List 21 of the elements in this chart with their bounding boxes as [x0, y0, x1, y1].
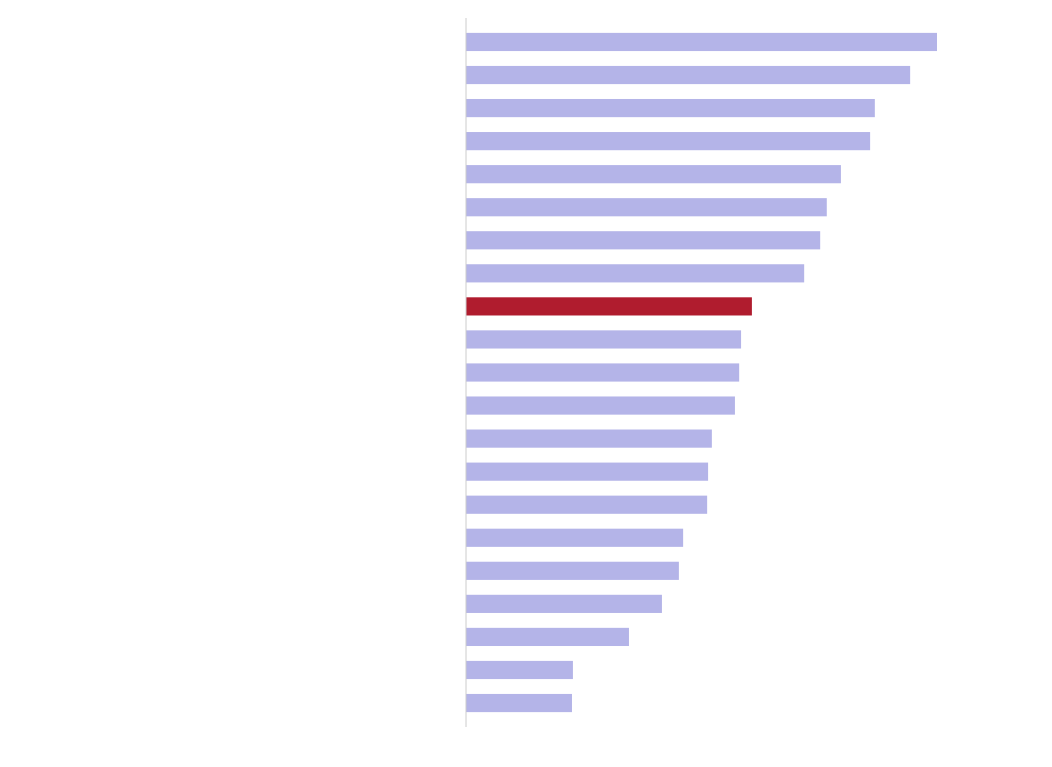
bar — [466, 693, 572, 713]
bar — [466, 198, 827, 217]
bar — [466, 264, 805, 283]
bar — [466, 528, 684, 547]
bar — [466, 297, 752, 316]
bar — [466, 65, 911, 85]
bar — [466, 132, 871, 151]
bar — [466, 330, 742, 349]
bar — [466, 32, 937, 52]
bar — [466, 231, 821, 250]
bar — [466, 396, 735, 415]
bar — [466, 363, 740, 382]
bar — [466, 165, 841, 184]
bar — [466, 429, 712, 448]
bar — [466, 627, 629, 647]
bar — [466, 98, 875, 118]
bar — [466, 462, 709, 481]
bar — [466, 561, 679, 580]
bar — [466, 660, 573, 680]
bar — [466, 594, 662, 613]
bar — [466, 495, 708, 514]
